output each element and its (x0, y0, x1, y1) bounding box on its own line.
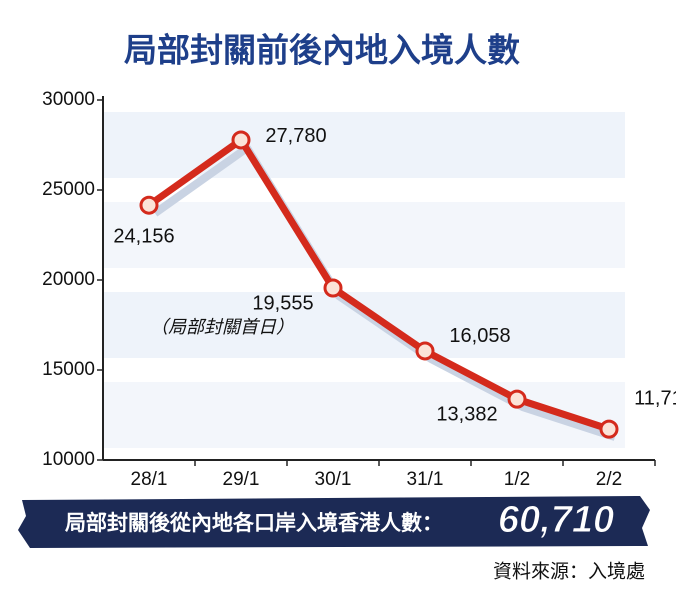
x-tick-label: 31/1 (407, 469, 444, 490)
banner-value: 60,710 (498, 499, 614, 541)
x-tick-label: 29/1 (223, 469, 260, 490)
point (323, 278, 343, 298)
annotation: （局部封關首日） (150, 317, 294, 338)
point (231, 130, 251, 150)
value-label: 24,156 (113, 225, 174, 247)
x-tick-label: 30/1 (315, 469, 352, 490)
value-label: 13,382 (436, 403, 497, 425)
value-label: 16,058 (449, 325, 510, 347)
x-tick-label: 2/2 (596, 469, 622, 490)
source: 資料來源：入境處 (493, 561, 645, 583)
point (139, 195, 159, 215)
grid-band (103, 292, 625, 358)
y-tick-label: 10000 (42, 449, 95, 470)
grid-band (103, 112, 625, 178)
point (415, 341, 435, 361)
line (146, 136, 611, 433)
value-label: 19,555 (252, 292, 313, 314)
banner-text: 局部封關後從內地各口岸入境香港人數： (65, 511, 443, 535)
value-label: 11,715 (634, 387, 676, 409)
plot-area: 10000 15000 20000 25000 30000 28/1 29/1 30/1 31/… (42, 89, 676, 490)
y-tick-label: 20000 (42, 269, 95, 290)
y-tick-label: 15000 (42, 359, 95, 380)
value-label: 27,780 (265, 125, 326, 147)
point (599, 419, 619, 439)
grid-band (103, 202, 625, 268)
chart-title: 局部封關前後內地入境人數 (124, 31, 520, 70)
point (507, 389, 527, 409)
y-tick-label: 25000 (42, 179, 95, 200)
x-tick-label: 1/2 (504, 469, 530, 490)
y-tick-label: 30000 (42, 89, 95, 110)
banner (18, 496, 650, 548)
x-tick-label: 28/1 (131, 469, 168, 490)
